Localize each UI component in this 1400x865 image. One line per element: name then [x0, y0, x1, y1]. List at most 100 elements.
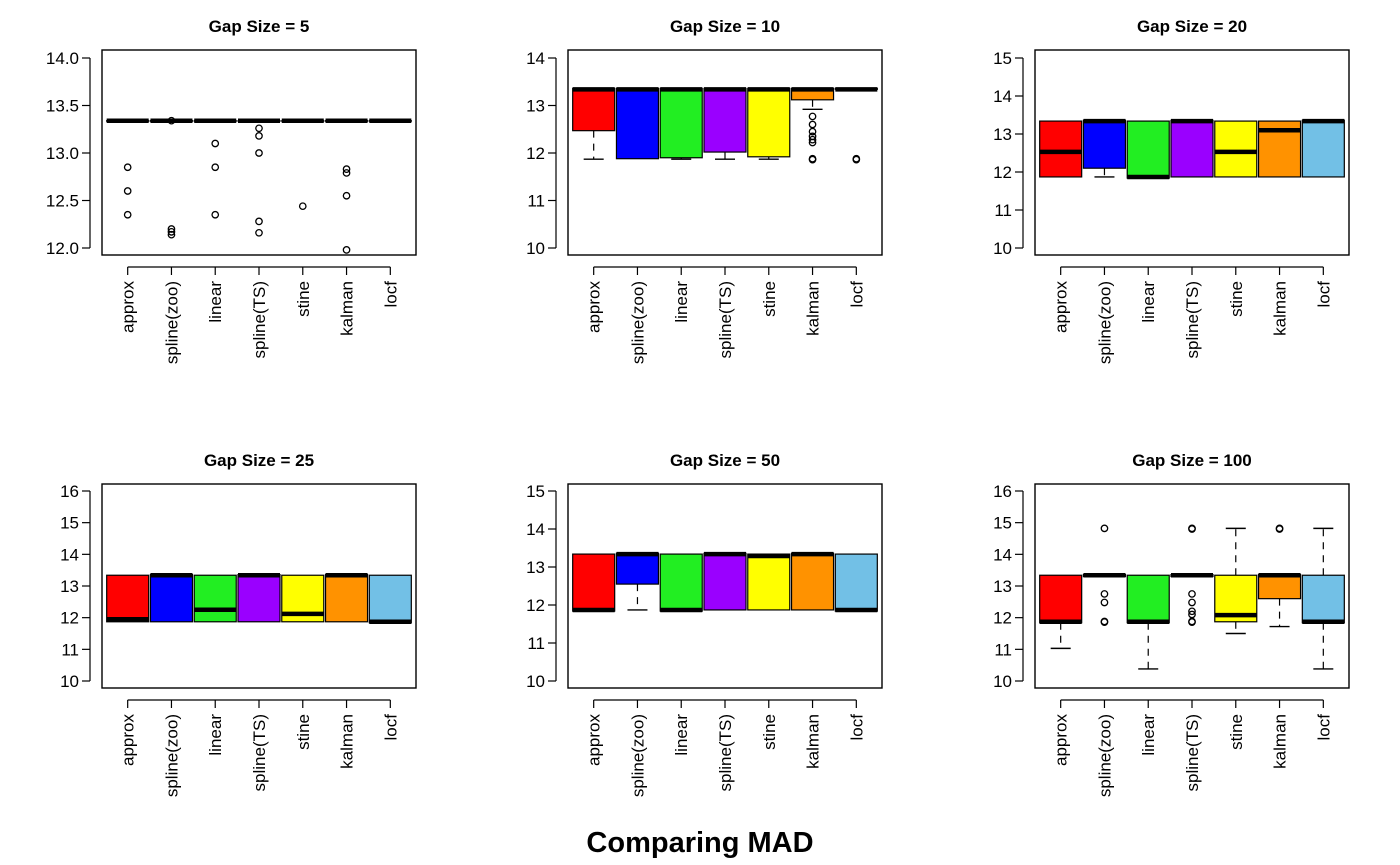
outlier-point: [808, 155, 817, 164]
y-tick-label: 15: [993, 49, 1012, 68]
x-tick-label: approx: [119, 714, 138, 766]
y-tick-label: 12.0: [46, 239, 79, 258]
outlier-point: [808, 112, 817, 121]
y-tick-label: 13: [526, 558, 545, 577]
plot-frame: [101, 483, 417, 689]
panel-title: Gap Size = 50: [670, 451, 780, 470]
outlier-point: [167, 116, 176, 125]
plot-frame: [101, 49, 417, 256]
plot-frame: [567, 49, 883, 256]
x-tick-label: locf: [381, 281, 400, 308]
x-tick-label: locf: [847, 714, 866, 741]
panel-title: Gap Size = 100: [1132, 451, 1252, 470]
x-tick-label: spline(zoo): [628, 714, 647, 797]
y-tick-label: 14.0: [46, 49, 79, 68]
box-approx: [572, 87, 616, 132]
y-tick-label: 15: [993, 514, 1012, 533]
y-tick-label: 14: [993, 87, 1012, 106]
outlier-point: [1100, 598, 1109, 607]
x-tick-label: spline(TS): [1183, 714, 1202, 791]
x-tick-label: approx: [119, 281, 138, 333]
box-spline(TS): [1170, 119, 1214, 178]
x-tick-label: kalman: [338, 281, 357, 336]
box-linear: [659, 87, 703, 159]
panel-title: Gap Size = 25: [204, 451, 314, 470]
x-tick-label: stine: [760, 714, 779, 750]
x-tick-label: stine: [1227, 281, 1246, 317]
y-tick-label: 13: [526, 97, 545, 116]
x-tick-label: approx: [1052, 281, 1071, 333]
outlier-point: [852, 155, 861, 164]
y-tick-label: 14: [526, 49, 545, 68]
outlier-point: [1100, 618, 1109, 626]
box-spline(TS): [703, 552, 747, 611]
y-tick-label: 11: [527, 192, 545, 211]
x-tick-label: linear: [206, 714, 225, 756]
outlier-point: [298, 202, 307, 211]
box-spline(zoo): [615, 552, 660, 585]
box-linear: [1126, 120, 1170, 179]
plot-frame: [567, 483, 883, 689]
outlier-point: [808, 127, 817, 136]
outlier-point: [1188, 598, 1196, 607]
y-tick-label: 10: [993, 672, 1012, 691]
panel-6: Gap Size = 100 10 11 12 13 14 15 16 approx spline…: [993, 451, 1350, 797]
outlier-point: [1188, 618, 1196, 626]
plot-frame: [1034, 49, 1350, 256]
x-tick-label: kalman: [804, 281, 823, 336]
box-kalman: [324, 573, 369, 623]
y-tick-label: 14: [993, 545, 1012, 564]
box-spline(zoo): [615, 87, 660, 160]
x-tick-label: kalman: [1271, 714, 1290, 769]
box-linear: [659, 553, 703, 612]
y-tick-label: 11: [994, 640, 1012, 659]
y-tick-label: 14: [526, 520, 545, 539]
panel-title: Gap Size = 20: [1137, 17, 1247, 36]
outlier-point: [342, 246, 351, 254]
x-tick-label: kalman: [338, 714, 357, 769]
y-tick-label: 12: [526, 144, 545, 163]
x-tick-label: spline(TS): [716, 714, 735, 791]
y-tick-label: 16: [60, 482, 79, 501]
box-approx: [1039, 120, 1083, 178]
x-tick-label: spline(TS): [250, 714, 269, 791]
box-stine: [1214, 120, 1258, 178]
x-tick-label: locf: [381, 714, 400, 741]
panel-2: Gap Size = 10 10 11 12 13 14 approx spline(zoo)…: [526, 17, 883, 364]
x-tick-label: linear: [672, 714, 691, 756]
outlier-point: [1188, 590, 1196, 598]
y-tick-label: 13: [60, 577, 79, 596]
box-stine: [747, 87, 791, 158]
panel-4: Gap Size = 25 10 11 12 13 14 15 16 approx spline(…: [60, 451, 417, 797]
box-locf: [1301, 574, 1345, 624]
outlier-point: [342, 191, 351, 200]
outlier-point: [808, 120, 817, 129]
y-tick-label: 11: [994, 201, 1012, 220]
x-tick-label: spline(zoo): [628, 281, 647, 364]
box-kalman: [1257, 573, 1302, 600]
outlier-point: [123, 163, 132, 172]
box-linear: [1126, 574, 1170, 624]
x-tick-label: linear: [1139, 714, 1158, 756]
box-spline(zoo): [1082, 119, 1127, 169]
x-tick-label: spline(TS): [1183, 281, 1202, 358]
outlier-point: [123, 210, 132, 219]
y-tick-label: 13: [993, 125, 1012, 144]
x-tick-label: stine: [1227, 714, 1246, 750]
box-locf: [1301, 119, 1345, 178]
outlier-point: [255, 149, 263, 157]
y-tick-label: 11: [527, 634, 545, 653]
outlier-point: [1100, 590, 1109, 598]
y-tick-label: 12: [60, 609, 79, 628]
y-tick-label: 10: [526, 239, 545, 258]
panel-1: Gap Size = 5 12.0 12.5 13.0 13.5 14.0 approx sp…: [46, 17, 417, 364]
box-kalman: [790, 552, 835, 611]
x-tick-label: locf: [1314, 281, 1333, 308]
outlier-point: [808, 138, 817, 147]
panel-title: Gap Size = 5: [209, 17, 310, 36]
box-locf: [368, 574, 412, 624]
x-tick-label: kalman: [804, 714, 823, 769]
outlier-point: [167, 225, 176, 233]
outlier-point: [342, 165, 351, 173]
